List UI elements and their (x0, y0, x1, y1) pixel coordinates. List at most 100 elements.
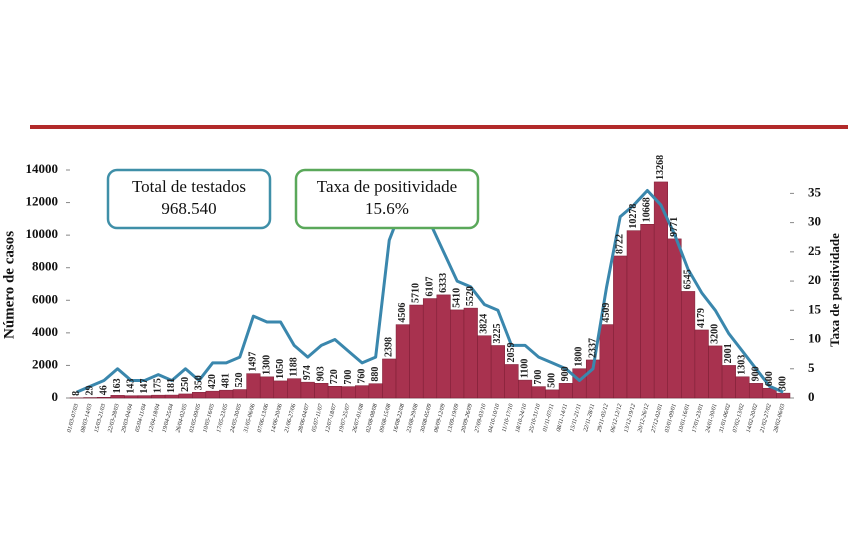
value-label: 1100 (519, 359, 530, 378)
value-label: 6333 (438, 273, 449, 293)
bar (382, 358, 397, 399)
bar (246, 373, 261, 399)
bar (409, 304, 424, 399)
y2-tick-label: 10 (808, 331, 821, 346)
y-tick-label: 10000 (26, 226, 59, 241)
y-tick-label: 12000 (26, 194, 59, 209)
value-label: 974 (302, 365, 313, 380)
value-label: 481 (221, 373, 232, 388)
bar (708, 345, 723, 399)
annotation-box: Taxa de positividade 15.6% (294, 168, 480, 230)
value-label: 700 (343, 370, 354, 385)
value-label: 903 (316, 366, 327, 381)
value-label: 2001 (723, 343, 734, 363)
bar (613, 255, 628, 399)
y-tick-label: 2000 (32, 356, 58, 371)
bar (341, 386, 356, 399)
value-label: 4509 (601, 303, 612, 323)
value-label: 5410 (451, 288, 462, 308)
bar (463, 307, 478, 399)
value-label: 10278 (628, 204, 639, 229)
value-label: 9771 (669, 217, 680, 237)
value-label: 8 (71, 391, 82, 396)
value-label: 1800 (574, 347, 585, 367)
value-label: 13268 (655, 155, 666, 180)
bar (300, 381, 315, 399)
bar (558, 383, 573, 399)
value-label: 46 (98, 385, 109, 395)
value-label: 760 (356, 369, 367, 384)
bar (355, 385, 370, 399)
bar (694, 329, 709, 399)
value-label: 720 (329, 369, 340, 384)
bar (450, 309, 465, 399)
value-label: 2337 (587, 338, 598, 358)
bar (232, 389, 247, 399)
bar (735, 376, 750, 399)
annotation-value: 968.540 (161, 199, 216, 218)
value-label: 5710 (411, 283, 422, 303)
value-label: 3225 (492, 323, 503, 343)
y2-tick-label: 30 (808, 214, 821, 229)
value-label: 1050 (275, 359, 286, 379)
value-label: 500 (547, 373, 558, 388)
bar (137, 395, 152, 399)
value-label: 1497 (248, 352, 259, 372)
value-label: 2398 (384, 337, 395, 357)
bar (314, 383, 329, 399)
y-axis-title: Número de casos (1, 231, 17, 339)
value-label: 1303 (737, 355, 748, 375)
value-label: 600 (764, 371, 775, 386)
bar (395, 324, 410, 399)
value-label: 29 (85, 386, 96, 396)
bar (721, 365, 736, 399)
y2-tick-label: 35 (808, 184, 822, 199)
value-label: 520 (234, 373, 245, 388)
bar (626, 230, 641, 399)
y-tick-label: 0 (52, 389, 59, 404)
bar (518, 379, 533, 399)
bar (124, 395, 139, 399)
bar (287, 378, 302, 399)
bar (531, 386, 546, 399)
bar (259, 376, 275, 399)
bar (490, 345, 505, 399)
bar (776, 392, 791, 399)
value-label: 350 (193, 375, 204, 390)
bar (110, 395, 125, 399)
bar (599, 324, 614, 399)
value-label: 6545 (682, 269, 693, 289)
bar (681, 291, 696, 399)
value-label: 420 (207, 374, 218, 389)
value-label: 3200 (710, 324, 721, 344)
value-label: 6107 (424, 277, 435, 297)
value-label: 8722 (614, 234, 625, 254)
value-label: 147 (139, 379, 150, 394)
bar (178, 393, 193, 399)
value-label: 10668 (642, 197, 653, 222)
bar (640, 224, 655, 399)
bar (273, 380, 288, 399)
value-label: 163 (112, 378, 123, 393)
y2-tick-label: 5 (808, 360, 815, 375)
value-label: 300 (778, 376, 789, 391)
value-label: 900 (750, 366, 761, 381)
value-label: 3824 (479, 314, 490, 334)
value-label: 1188 (288, 357, 299, 376)
bar (436, 294, 451, 399)
y2-tick-label: 0 (808, 389, 815, 404)
bar (572, 368, 587, 399)
y-tick-label: 14000 (26, 161, 59, 176)
value-label: 181 (166, 378, 177, 393)
value-label: 700 (533, 370, 544, 385)
annotation-title: Taxa de positividade (317, 177, 457, 196)
value-label: 4179 (696, 308, 707, 328)
y2-tick-label: 20 (808, 272, 821, 287)
value-label: 143 (125, 379, 136, 394)
bar (504, 364, 519, 399)
bar (219, 389, 234, 399)
bar (422, 298, 438, 399)
y2-tick-label: 25 (808, 243, 822, 258)
